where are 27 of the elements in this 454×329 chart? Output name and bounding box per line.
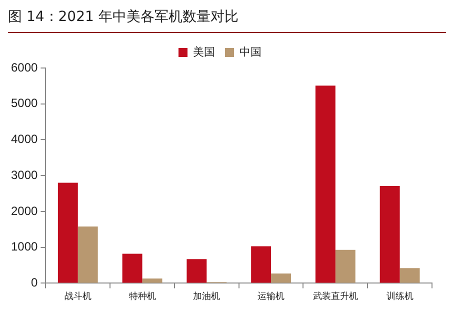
bar <box>315 86 336 283</box>
x-tick-label: 战斗机 <box>64 290 92 302</box>
bar <box>380 186 400 283</box>
y-tick-label: 0 <box>31 276 38 290</box>
bar <box>58 182 78 283</box>
x-tick-label: 加油机 <box>193 290 220 302</box>
legend-label: 中国 <box>240 45 262 58</box>
bar <box>400 268 420 283</box>
chart-title: 图 14：2021 年中美各军机数量对比 <box>8 8 446 33</box>
y-tick-label: 4000 <box>10 132 38 146</box>
x-tick-label: 运输机 <box>258 290 285 302</box>
y-tick-label: 6000 <box>10 60 38 74</box>
bar <box>251 246 272 283</box>
legend-label: 美国 <box>193 45 215 58</box>
bar <box>78 226 98 283</box>
bar <box>271 274 291 283</box>
x-tick-label: 训练机 <box>386 290 414 302</box>
bar <box>186 259 207 283</box>
y-tick-label: 2000 <box>10 204 38 218</box>
bar <box>142 278 162 283</box>
y-tick-label: 3000 <box>10 168 38 182</box>
y-tick-label: 5000 <box>10 96 38 110</box>
x-tick-label: 特种机 <box>128 290 156 302</box>
bar <box>335 250 356 283</box>
x-tick-label: 武装直升机 <box>312 290 358 302</box>
y-tick-label: 1000 <box>10 240 38 254</box>
bar <box>122 254 142 283</box>
